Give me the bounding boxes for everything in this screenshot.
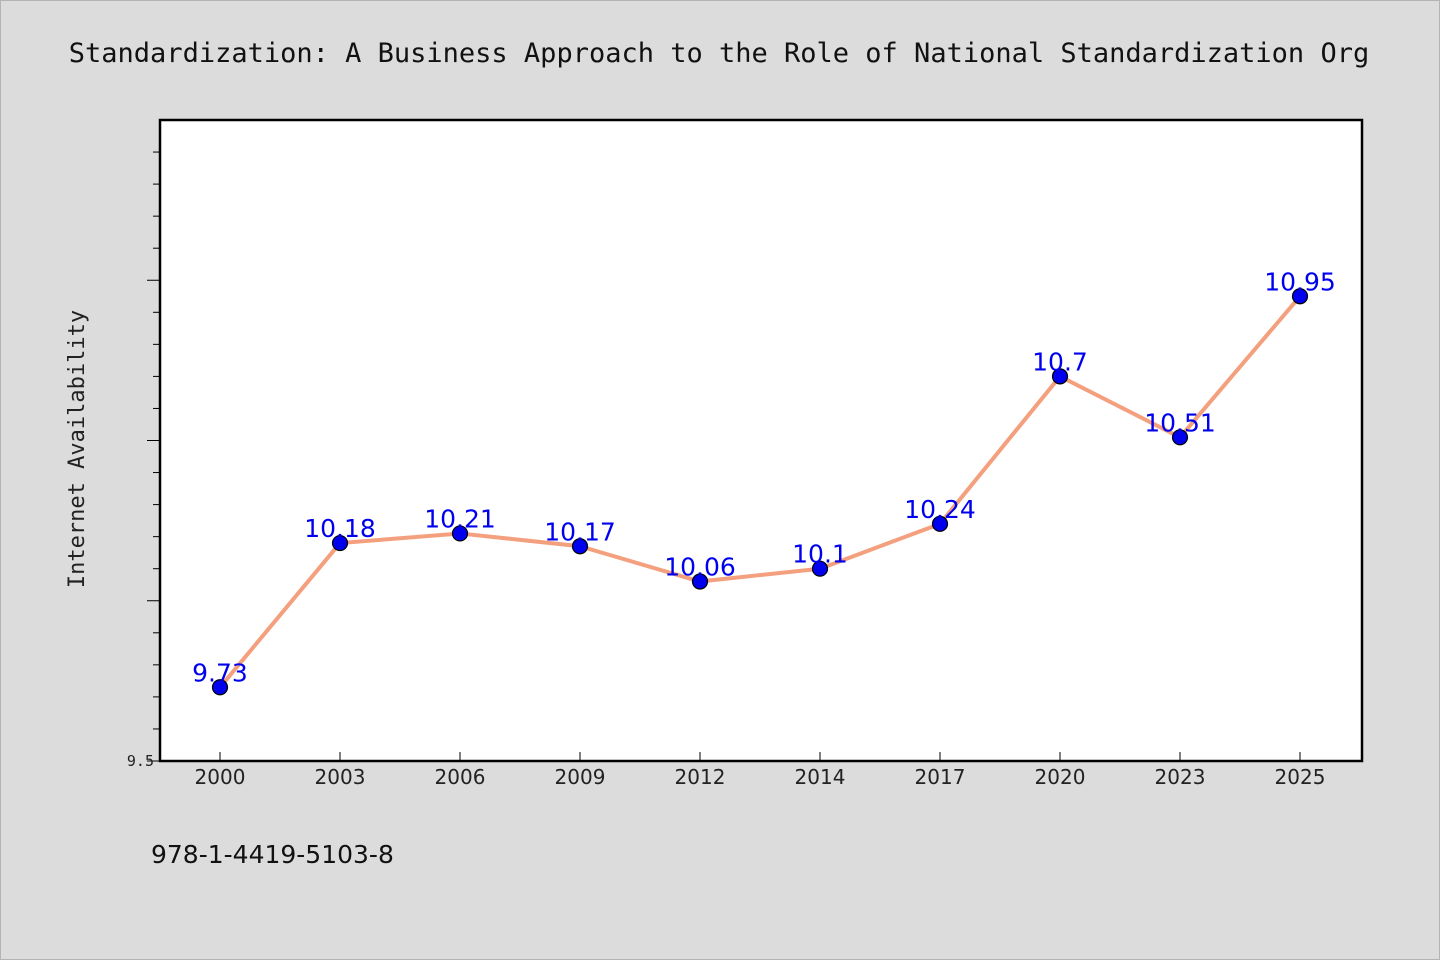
data-point (811, 560, 829, 577)
data-point (1291, 288, 1309, 305)
x-tick-label: 2012 (675, 765, 726, 789)
data-label: 10.17 (544, 517, 616, 546)
data-point (1171, 429, 1189, 446)
y-tick-label: 9.5 (127, 752, 154, 770)
data-label: 10.21 (424, 504, 496, 533)
x-tick-label: 2000 (195, 765, 246, 789)
x-tick-label: 2025 (1275, 765, 1326, 789)
data-label: 10.06 (664, 553, 736, 582)
data-point (1051, 368, 1069, 385)
data-point (691, 573, 709, 590)
data-point (571, 538, 589, 555)
x-tick-label: 2003 (315, 765, 366, 789)
data-label: 9.73 (192, 658, 248, 687)
data-label: 10.24 (904, 495, 976, 524)
data-label: 10.1 (792, 540, 848, 569)
data-point (211, 679, 229, 696)
x-tick-label: 2023 (1155, 765, 1206, 789)
series-layer: 9.73 10.18 10.21 10.17 10.06 10.1 10.24 10.7 10.… (192, 267, 1336, 696)
x-axis-ticks: 2000 2003 2006 2009 2012 2014 2017 2020 2023 2025 (195, 752, 1326, 789)
data-point (331, 534, 349, 552)
x-tick-label: 2020 (1035, 765, 1086, 789)
isbn-footer: 978-1-4419-5103-8 (151, 840, 394, 869)
data-point (931, 515, 949, 532)
x-tick-label: 2017 (915, 765, 966, 789)
data-point (451, 525, 469, 542)
plot-area (158, 118, 1364, 763)
y-axis-label: Internet Availability (65, 310, 90, 588)
x-tick-label: 2006 (435, 765, 486, 789)
x-tick-label: 2009 (555, 765, 606, 789)
chart-title: Standardization: A Business Approach to … (69, 38, 1369, 69)
data-label: 10.18 (304, 514, 376, 543)
data-label: 10.51 (1144, 408, 1216, 437)
x-tick-label: 2014 (795, 765, 846, 789)
series-line (218, 294, 1302, 690)
data-label: 10.7 (1032, 347, 1088, 376)
data-label: 10.95 (1264, 267, 1336, 296)
y-axis-ticks: 9.5 (127, 151, 160, 770)
